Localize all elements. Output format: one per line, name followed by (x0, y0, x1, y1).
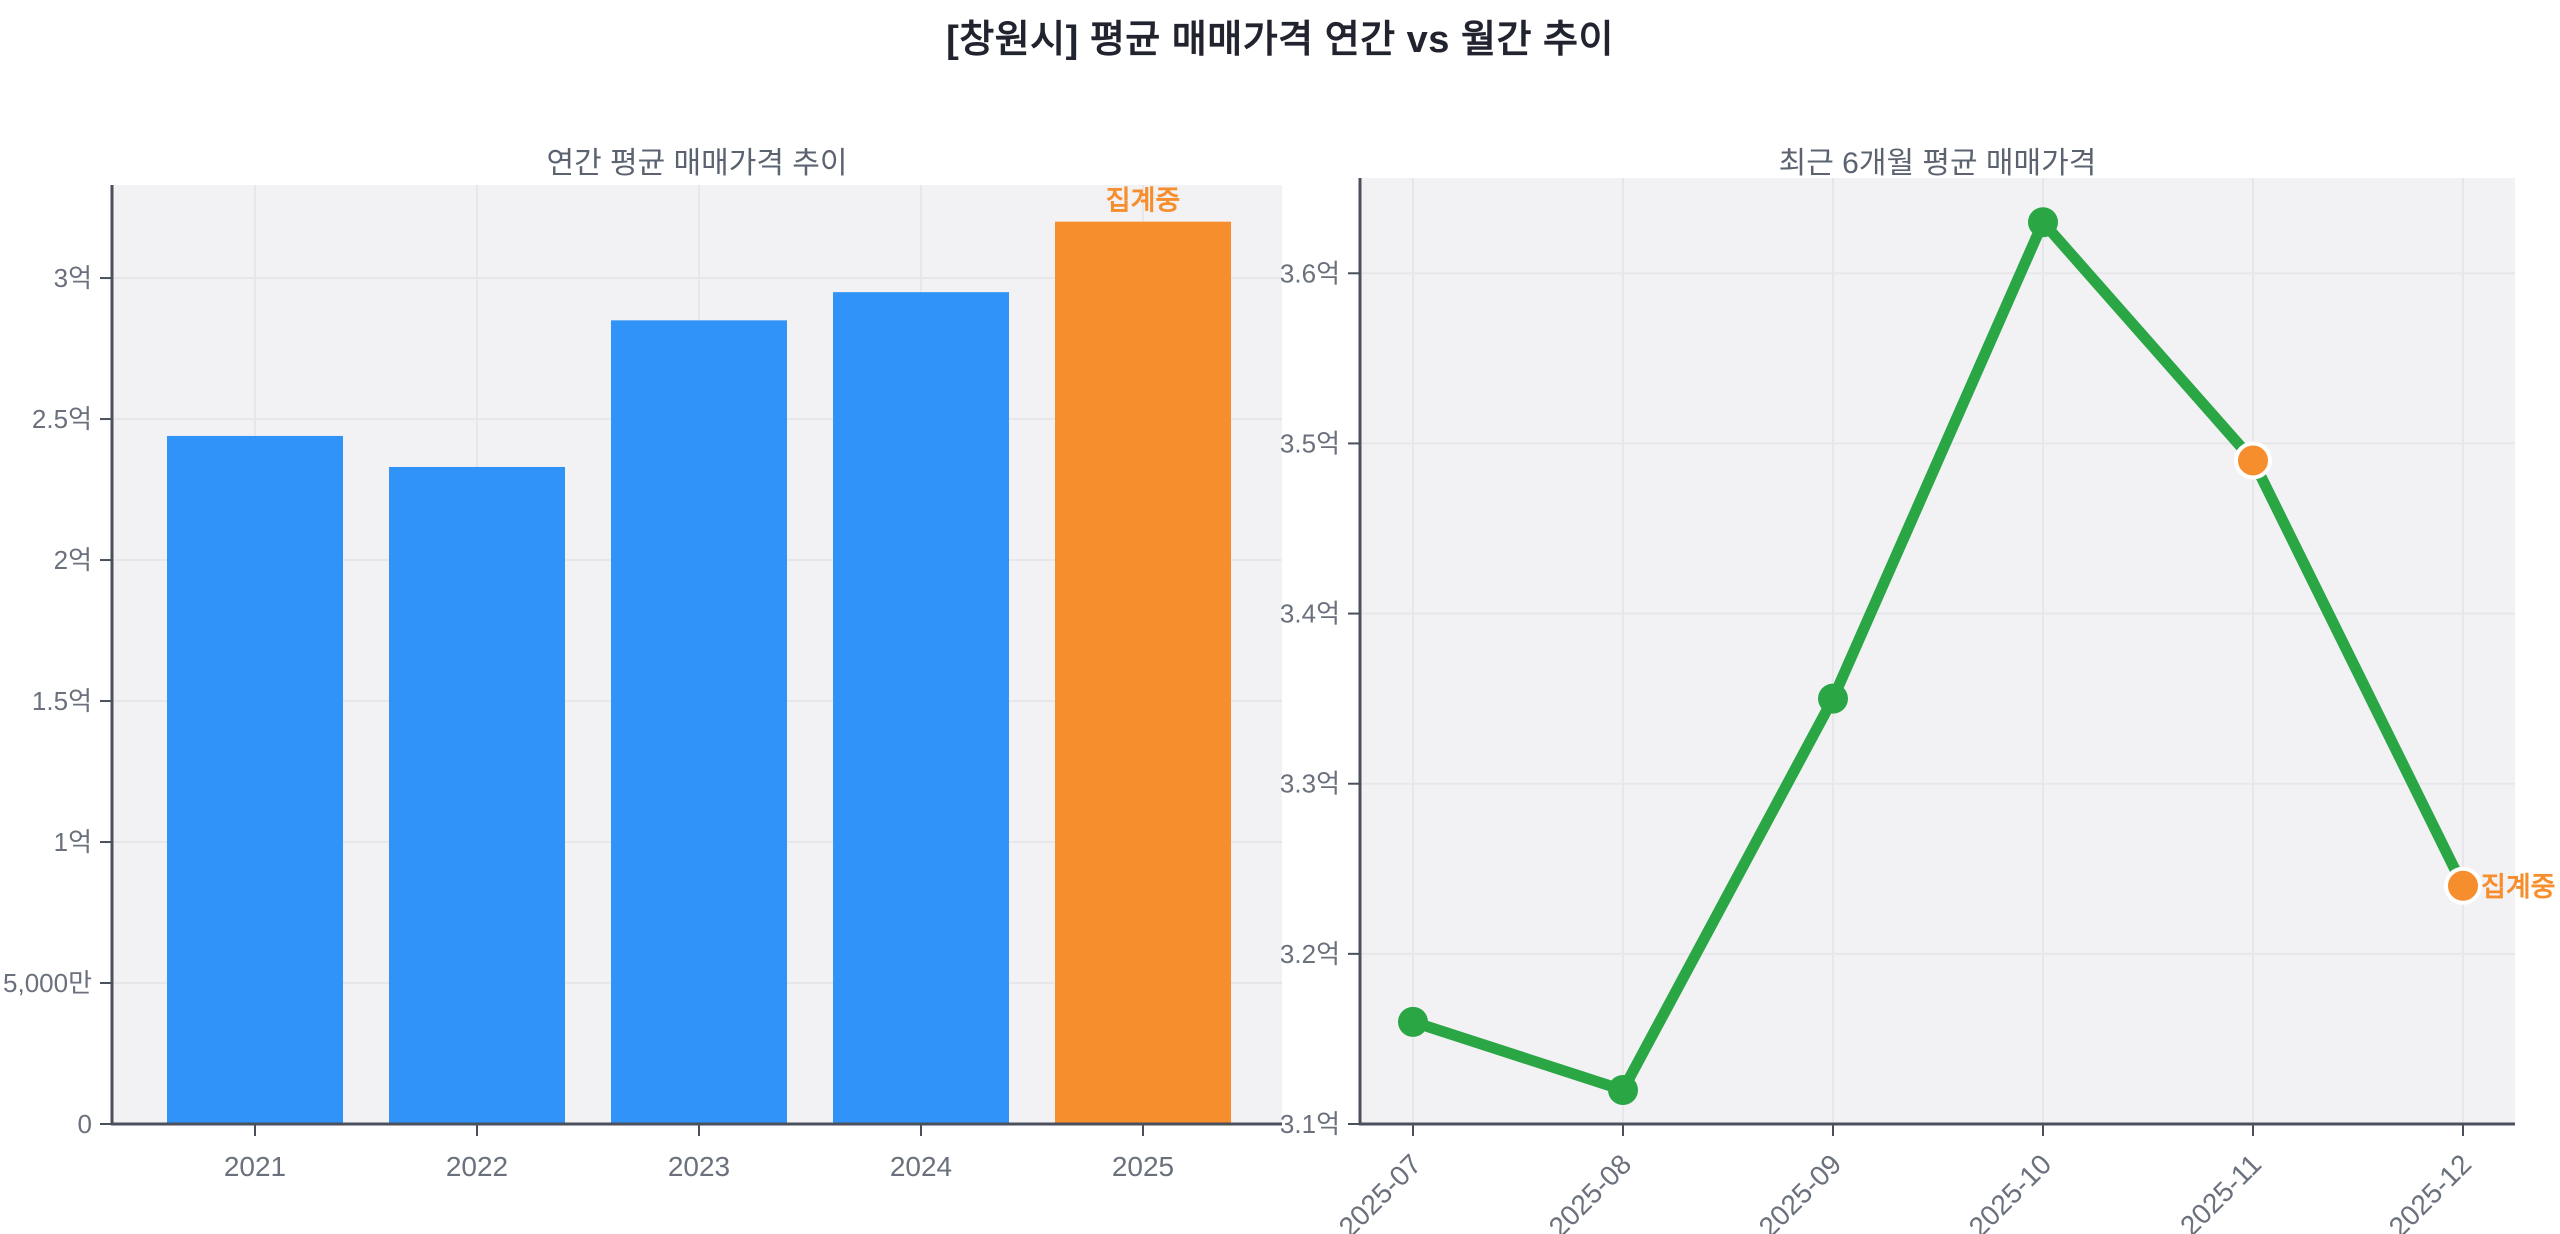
y-tick-label: 1.5억 (32, 686, 92, 716)
x-tick-label: 2022 (446, 1151, 508, 1182)
y-tick-label: 0 (78, 1109, 92, 1139)
point-2025-08 (1608, 1074, 1638, 1105)
x-tick-label: 2023 (668, 1151, 730, 1182)
bar-2021 (167, 435, 343, 1124)
bar-2024 (833, 292, 1009, 1124)
annotation-aggregating: 집계중 (1106, 186, 1181, 216)
x-tick-label: 2025 (1112, 1151, 1174, 1182)
y-tick-label: 3.2억 (1280, 939, 1340, 969)
monthly-line-chart: 3.1억 3.2억 3.3억 3.4억 3.5억 3.6억 2025-07 2025-08 20… (1280, 178, 2556, 1234)
y-tick-label: 3.1억 (1280, 1109, 1340, 1139)
y-tick-label: 3.3억 (1280, 769, 1340, 799)
monthly-chart-title: 최근 6개월 평균 매매가격 (1778, 147, 2097, 180)
y-tick-label: 3.6억 (1280, 258, 1340, 288)
point-2025-09 (1818, 683, 1848, 714)
x-tick-label: 2025-08 (1543, 1148, 1638, 1234)
point-2025-12 (2444, 866, 2482, 905)
x-tick-label: 2021 (224, 1151, 286, 1182)
y-tick-label: 3억 (54, 263, 92, 293)
x-tick-label: 2024 (890, 1151, 952, 1182)
point-2025-10 (2028, 207, 2058, 238)
y-tick-label: 2.5억 (32, 404, 92, 434)
y-tick-label: 5,000만 (3, 968, 92, 998)
plot-background (1360, 178, 2515, 1124)
y-tick-label: 3.4억 (1280, 599, 1340, 629)
bar-2023 (611, 320, 787, 1125)
bar-2025 (1055, 221, 1231, 1124)
point-2025-11 (2234, 441, 2272, 480)
point-2025-07 (1398, 1006, 1428, 1037)
x-tick-label: 2025-11 (2174, 1148, 2267, 1234)
y-tick-label: 1억 (54, 827, 92, 857)
x-tick-label: 2025-07 (1333, 1148, 1428, 1234)
page-title: [창원시] 평균 매매가격 연간 vs 월간 추이 (946, 19, 1614, 61)
x-tick-label: 2025-10 (1963, 1148, 2058, 1234)
annotation-aggregating: 집계중 (2481, 872, 2556, 902)
annual-bar-chart: 0 5,000만 1억 1.5억 2억 2.5억 3억 2021 2022 2023 2024 202… (3, 185, 1282, 1182)
annual-chart-title: 연간 평균 매매가격 추이 (546, 147, 848, 180)
y-tick-label: 3.5억 (1280, 428, 1340, 458)
x-tick-label: 2025-09 (1753, 1148, 1848, 1234)
price-line-series (1407, 216, 2469, 1096)
bar-2022 (389, 466, 565, 1124)
y-tick-label: 2억 (54, 545, 92, 575)
x-tick-label: 2025-12 (2383, 1148, 2478, 1234)
